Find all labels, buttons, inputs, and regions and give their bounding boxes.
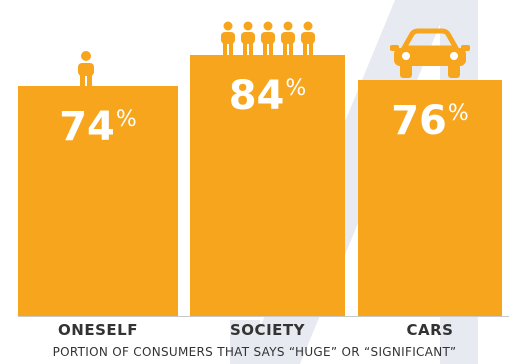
group-of-people-icon	[218, 21, 318, 55]
bar-society	[190, 55, 345, 316]
value-number: 84	[228, 73, 285, 119]
bar-cars	[358, 80, 502, 316]
value-unit: %	[115, 107, 137, 132]
category-label-oneself: ONESELF	[58, 321, 138, 339]
category-label-cars: CARS	[406, 321, 454, 339]
chart-caption: PORTION OF CONSUMERS THAT SAYS “HUGE” OR…	[52, 345, 457, 359]
person-icon	[75, 50, 97, 86]
value-label-oneself: 74%	[18, 100, 178, 147]
baseline	[18, 316, 509, 317]
value-label-society: 84%	[190, 69, 345, 116]
value-label-cars: 76%	[358, 94, 502, 141]
car-icon	[390, 28, 470, 80]
value-number: 76	[391, 98, 447, 144]
category-label-society: SOCIETY	[230, 321, 305, 339]
bar-oneself	[18, 86, 178, 316]
value-unit: %	[447, 101, 469, 126]
value-number: 74	[59, 104, 115, 150]
value-unit: %	[285, 76, 307, 101]
